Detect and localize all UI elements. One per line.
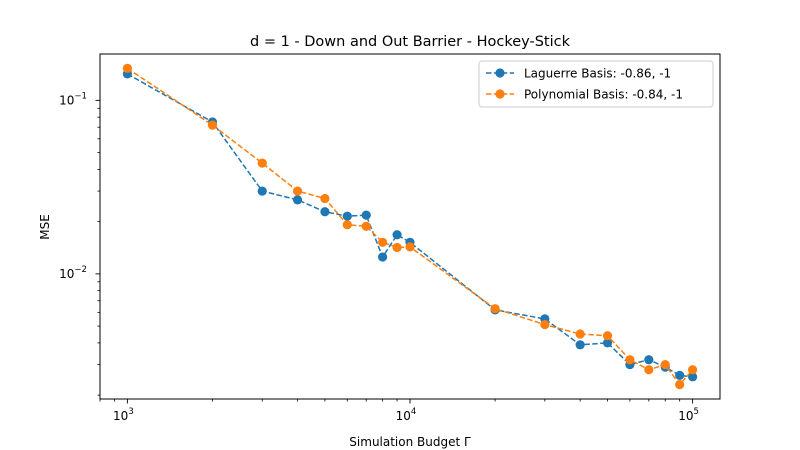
y-tick-label: 10−2 [59, 265, 87, 281]
series-1-point [320, 207, 330, 217]
series-2-point [625, 355, 635, 365]
series-2-point [361, 221, 371, 231]
series-2-point [688, 365, 698, 375]
x-tick-label: 105 [678, 407, 699, 423]
series-2-point [644, 365, 654, 375]
series-1-point [342, 211, 352, 221]
series-2-point [342, 220, 352, 230]
series-1-point [392, 230, 402, 240]
legend-label-2: Polynomial Basis: -0.84, -1 [524, 88, 683, 102]
series-2-point [602, 331, 613, 341]
series-2-point [675, 380, 685, 390]
series-2-point [378, 237, 388, 247]
legend-box [478, 60, 714, 108]
series-2-point [490, 304, 500, 314]
series-1-point [292, 195, 303, 205]
series-1-point [378, 252, 388, 262]
series-2-point [575, 329, 585, 339]
legend-label-1: Laguerre Basis: -0.86, -1 [524, 67, 671, 81]
legend: Laguerre Basis: -0.86, -1 Polynomial Basi… [478, 60, 714, 108]
chart-title: d = 1 - Down and Out Barrier - Hockey-St… [250, 34, 571, 50]
series-2-point [540, 319, 550, 330]
series-2-point [207, 120, 218, 130]
series-1-point [675, 370, 685, 380]
series-1-point [575, 340, 585, 350]
x-tick-label: 104 [396, 407, 417, 423]
series-2-point [660, 359, 670, 370]
series-2-point [257, 158, 267, 168]
series-2-point [320, 193, 330, 204]
series-1-point [688, 372, 698, 382]
series-2-point [292, 186, 303, 196]
axes: 103 104 105 10−2 10−1 [59, 91, 699, 423]
y-axis-label: MSE [38, 214, 52, 240]
series-1-point [257, 186, 267, 196]
series-1-point [361, 210, 371, 220]
series-1-point [644, 355, 654, 365]
series-2-point [122, 63, 132, 73]
legend-marker-2 [495, 89, 505, 99]
series-1-point [602, 338, 613, 348]
x-tick-label: 103 [113, 407, 134, 423]
legend-marker-1 [495, 68, 505, 78]
x-axis-label: Simulation Budget Γ [349, 435, 471, 449]
series-2-point [405, 242, 415, 252]
plot-area [122, 63, 698, 390]
y-tick-label: 10−1 [59, 91, 87, 107]
series-2-point [392, 242, 402, 253]
